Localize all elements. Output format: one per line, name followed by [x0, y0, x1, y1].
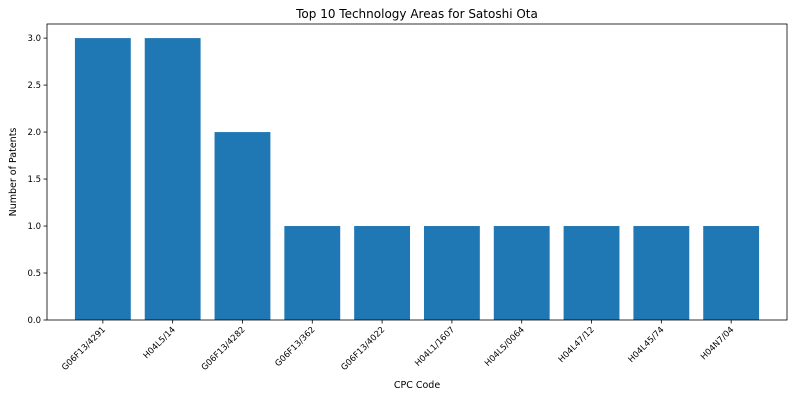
bar-chart: Top 10 Technology Areas for Satoshi Ota … [0, 0, 800, 400]
x-tick-label: H04L1/1607 [413, 325, 457, 369]
bar [494, 226, 550, 320]
bar [75, 38, 131, 320]
x-axis-label: CPC Code [394, 380, 440, 391]
x-tick-label: G06F13/4282 [200, 325, 248, 373]
y-axis-label: Number of Patents [8, 128, 19, 217]
bar [703, 226, 759, 320]
x-tick-label: H04L5/0064 [483, 325, 527, 369]
bar [633, 226, 689, 320]
x-tick-label: H04L5/14 [142, 325, 178, 361]
y-tick-label: 1.0 [27, 222, 41, 232]
x-tick-label: H04L45/74 [627, 325, 667, 365]
chart-title: Top 10 Technology Areas for Satoshi Ota [295, 7, 538, 21]
y-tick-label: 0.0 [27, 316, 41, 326]
bar [284, 226, 340, 320]
bar [215, 132, 271, 320]
x-tick-label: G06F13/4022 [339, 325, 387, 373]
bar [145, 38, 201, 320]
bar [424, 226, 480, 320]
x-tick-label: G06F13/362 [273, 325, 317, 369]
y-tick-label: 2.0 [27, 128, 41, 138]
y-tick-label: 2.5 [27, 81, 41, 91]
y-axis: 0.0 0.5 1.0 1.5 2.0 2.5 3.0 [27, 34, 47, 326]
y-tick-label: 1.5 [27, 175, 41, 185]
x-tick-label: H04N7/04 [699, 325, 736, 362]
x-tick-label: H04L47/12 [557, 325, 597, 365]
bar [564, 226, 620, 320]
bars-group [75, 38, 759, 320]
y-tick-label: 0.5 [27, 269, 41, 279]
x-tick-label: G06F13/4291 [60, 325, 108, 373]
y-tick-label: 3.0 [27, 34, 41, 44]
x-axis: G06F13/4291 H04L5/14 G06F13/4282 G06F13/362… [60, 320, 736, 373]
bar [354, 226, 410, 320]
